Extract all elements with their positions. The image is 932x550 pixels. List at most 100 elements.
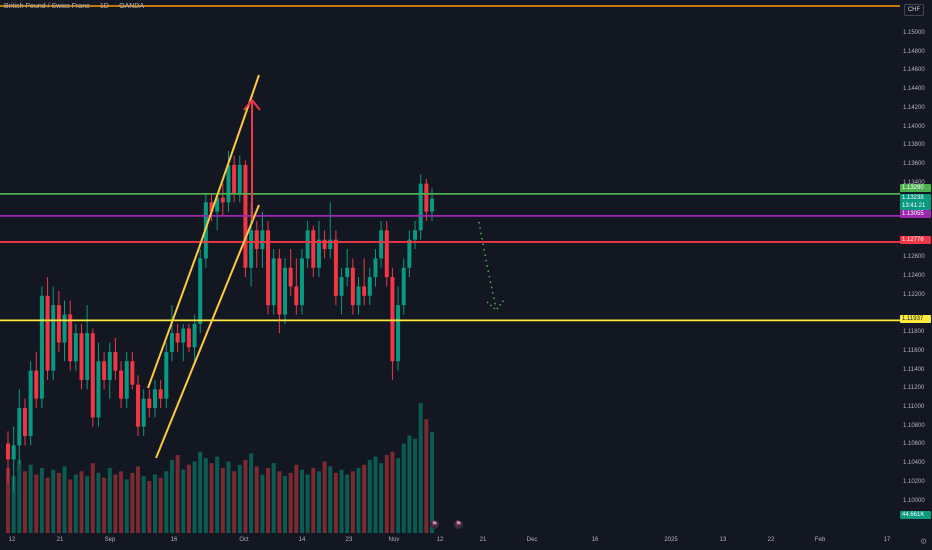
time-axis-label: Nov: [388, 537, 400, 543]
time-axis-label: 22: [767, 537, 775, 543]
candle-body: [152, 389, 157, 408]
volume-bar: [164, 471, 169, 533]
candle-body: [345, 267, 350, 278]
volume-bar: [68, 479, 73, 533]
candle-body: [85, 333, 90, 380]
price-tick-label: 1.12400: [903, 273, 925, 280]
candle-body: [322, 239, 327, 250]
candle-body: [192, 323, 197, 348]
time-axis-label: 17: [883, 537, 891, 543]
candle-body: [401, 267, 406, 306]
volume-bar: [107, 468, 112, 533]
price-tick-label: 1.11200: [903, 385, 925, 392]
price-tick-label: 1.10800: [903, 422, 925, 429]
symbol-title[interactable]: British Pound / Swiss Franc · 1D · OANDA: [4, 3, 145, 10]
volume-bar: [226, 461, 231, 533]
price-tick-label: 1.12200: [903, 291, 925, 298]
horizontal-levels[interactable]: [0, 192, 900, 322]
candle-body: [51, 305, 56, 371]
candle-body: [96, 361, 101, 418]
currency-button[interactable]: CHF: [904, 4, 924, 16]
forecast-dotted-arrow[interactable]: [478, 221, 497, 309]
time-axis-label: 14: [298, 537, 306, 543]
price-axis[interactable]: [900, 0, 932, 535]
price-tick-label: 1.11000: [903, 404, 925, 410]
time-axis-label: 23: [345, 537, 353, 543]
candle-body: [294, 286, 299, 306]
candle-body: [367, 277, 372, 296]
channel-upper-line-2[interactable]: [147, 247, 200, 389]
volume-bar: [328, 466, 333, 533]
volume-bar: [79, 471, 84, 533]
volume-bar: [379, 463, 384, 533]
drawings[interactable]: [147, 74, 505, 459]
candle-body: [418, 183, 423, 231]
price-tick-label: 1.13400: [903, 179, 925, 186]
candle-body: [175, 333, 180, 343]
candle-body: [283, 267, 288, 315]
candle-body: [384, 230, 389, 278]
volume-bar: [215, 456, 220, 533]
volume-bar: [367, 459, 372, 533]
candle-body: [209, 202, 214, 212]
candle-body: [288, 267, 293, 287]
candle-body: [164, 351, 169, 399]
time-axis-label: Feb: [814, 537, 826, 543]
candle-body: [22, 408, 27, 437]
volume-bar: [175, 455, 180, 533]
volume-bar: [141, 476, 146, 533]
candle-body: [299, 258, 304, 306]
candle-body: [141, 398, 146, 427]
candle-body: [119, 370, 124, 399]
yellow-line-price-badge: 1.11937: [900, 315, 931, 323]
volume-bar: [181, 469, 186, 533]
volume-bar: [390, 451, 395, 533]
candle-body: [266, 230, 271, 306]
settings-gear-icon[interactable]: ⚙: [920, 537, 928, 546]
candle-body: [305, 230, 310, 259]
time-axis-label: 12: [8, 537, 16, 543]
volume-bar: [333, 472, 338, 533]
time-axis-label: Oct: [239, 537, 249, 543]
time-axis-label: 2025: [664, 537, 678, 543]
candle-body: [328, 239, 333, 250]
channel-lower-line[interactable]: [155, 204, 260, 459]
volume-bar: [232, 471, 237, 533]
volume-bar: [396, 458, 401, 533]
candle-body: [396, 305, 401, 362]
candle-body: [28, 370, 33, 437]
event-flag-icon[interactable]: ⚑: [430, 520, 439, 529]
target-arrow-head[interactable]: [243, 98, 261, 111]
volume-bar: [254, 466, 259, 533]
volume-bar: [322, 461, 327, 533]
volume-bar: [113, 474, 118, 533]
event-flag-icon[interactable]: ⚑: [454, 520, 463, 529]
volume-bar: [11, 476, 16, 533]
red-line-price-badge: 1.12776: [900, 236, 931, 244]
forecast-dotted-arrow-head[interactable]: [486, 299, 505, 312]
volume-bar: [413, 438, 418, 533]
volume-bar: [424, 419, 429, 533]
countdown-badge: 13:41:21: [900, 202, 931, 210]
volume-bar: [96, 472, 101, 533]
candle-body: [249, 230, 254, 268]
time-axis[interactable]: 12 21 Sep 16 Oct 14 23 Nov 12 21 Dec 16 2025 13 22 Feb 1…: [0, 535, 900, 550]
volume-bar: [34, 474, 39, 533]
volume-bar: [311, 468, 316, 533]
symbol-name: British Pound / Swiss Franc: [4, 3, 90, 10]
candle-body: [339, 277, 344, 296]
volume-bar: [130, 472, 135, 533]
volume-bar: [356, 468, 361, 533]
volume-bar: [102, 477, 107, 533]
volume-bar: [249, 453, 254, 533]
candle-body: [45, 295, 50, 371]
candle-body: [373, 258, 378, 278]
chart-pane[interactable]: British Pound / Swiss Franc · 1D · OANDA ⚑…: [0, 0, 900, 535]
price-tick-label: 1.11800: [903, 329, 925, 336]
volume-bar: [169, 459, 174, 533]
chart-canvas[interactable]: [0, 0, 900, 535]
volume-bar: [152, 474, 157, 533]
candle-body: [34, 370, 39, 399]
candle-body: [39, 295, 44, 399]
volume-bar: [407, 435, 412, 533]
